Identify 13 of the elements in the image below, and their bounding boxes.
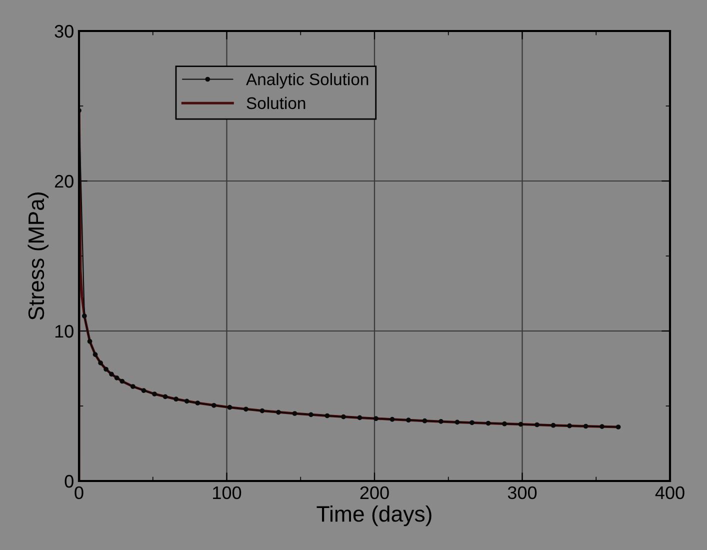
x-tick-label: 400 (655, 486, 684, 500)
y-tick-label: 30 (54, 24, 74, 38)
y-tick-label: 0 (64, 474, 74, 488)
x-tick-label: 0 (74, 486, 84, 500)
y-tick-label: 10 (55, 324, 74, 338)
x-tick-label: 300 (508, 486, 537, 500)
x-tick-label: 100 (213, 486, 242, 500)
legend-label: Analytic Solution (246, 73, 368, 89)
x-axis-title: Time (days) (316, 505, 432, 526)
y-axis-title: Stress (MPa) (28, 192, 48, 320)
legend-label: Solution (246, 96, 306, 110)
x-tick-label: 200 (360, 486, 389, 500)
y-tick-label: 20 (54, 174, 74, 188)
